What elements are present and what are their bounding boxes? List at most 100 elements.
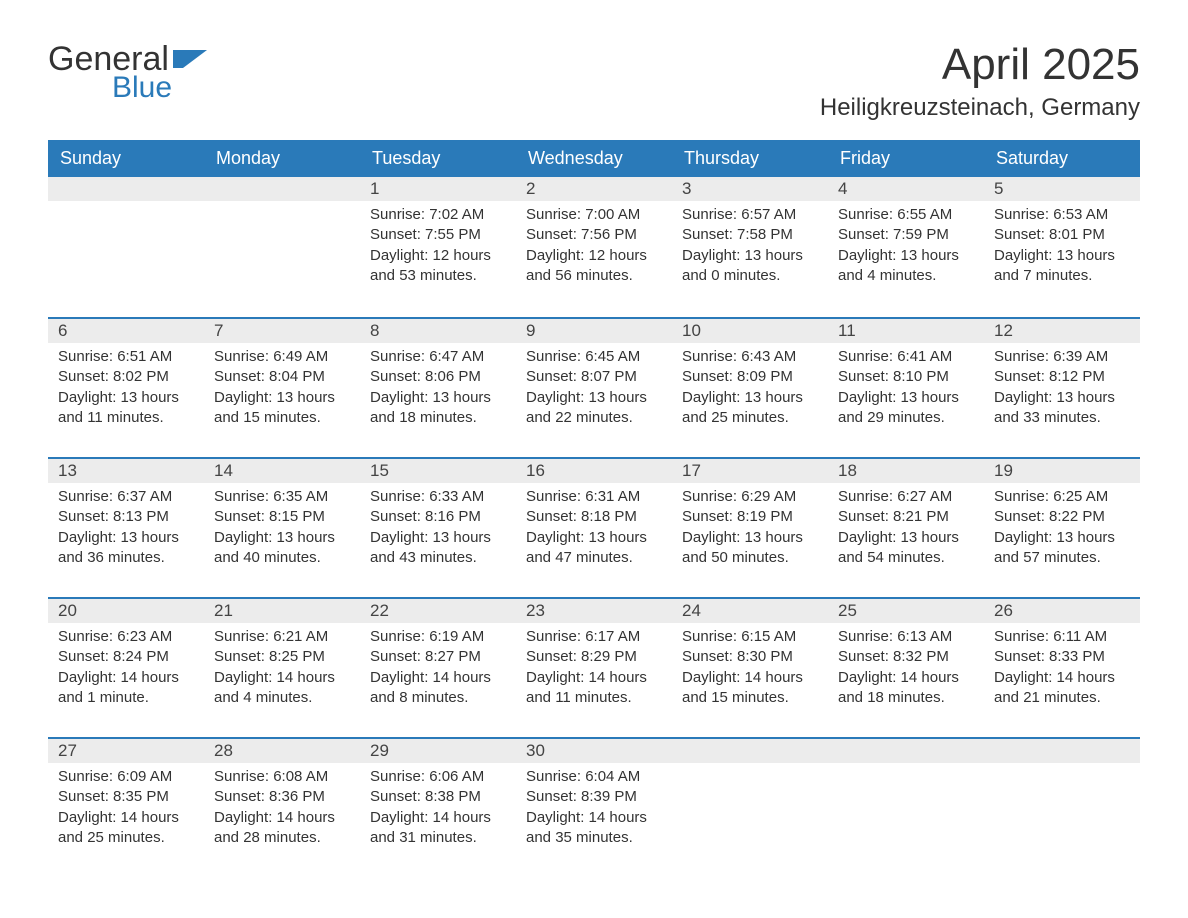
cell-body: Sunrise: 6:21 AMSunset: 8:25 PMDaylight:… [204, 623, 360, 718]
week-row: 20Sunrise: 6:23 AMSunset: 8:24 PMDayligh… [48, 597, 1140, 737]
cell-line: Sunset: 8:32 PM [838, 647, 974, 667]
cell-body: Sunrise: 6:17 AMSunset: 8:29 PMDaylight:… [516, 623, 672, 718]
calendar-cell: 10Sunrise: 6:43 AMSunset: 8:09 PMDayligh… [672, 319, 828, 457]
cell-line: and 50 minutes. [682, 548, 818, 568]
day-number [204, 177, 360, 201]
cell-line: Daylight: 14 hours [370, 668, 506, 688]
calendar-cell: 17Sunrise: 6:29 AMSunset: 8:19 PMDayligh… [672, 459, 828, 597]
calendar: Sunday Monday Tuesday Wednesday Thursday… [48, 140, 1140, 877]
cell-line: Daylight: 12 hours [526, 246, 662, 266]
calendar-cell: 15Sunrise: 6:33 AMSunset: 8:16 PMDayligh… [360, 459, 516, 597]
cell-line: Daylight: 13 hours [994, 246, 1130, 266]
cell-line: Sunset: 8:36 PM [214, 787, 350, 807]
flag-icon [173, 46, 207, 73]
calendar-cell [48, 177, 204, 317]
cell-line: Daylight: 13 hours [370, 528, 506, 548]
cell-line: Sunset: 7:55 PM [370, 225, 506, 245]
cell-line: Sunset: 8:01 PM [994, 225, 1130, 245]
cell-line: and 15 minutes. [682, 688, 818, 708]
cell-line: Sunset: 8:06 PM [370, 367, 506, 387]
day-number: 13 [48, 459, 204, 483]
cell-line: Sunset: 8:25 PM [214, 647, 350, 667]
day-header-row: Sunday Monday Tuesday Wednesday Thursday… [48, 140, 1140, 177]
day-header: Friday [828, 140, 984, 177]
cell-body [204, 201, 360, 215]
cell-line: Sunset: 8:30 PM [682, 647, 818, 667]
cell-body: Sunrise: 6:43 AMSunset: 8:09 PMDaylight:… [672, 343, 828, 438]
calendar-cell: 20Sunrise: 6:23 AMSunset: 8:24 PMDayligh… [48, 599, 204, 737]
cell-body [48, 201, 204, 215]
day-number: 22 [360, 599, 516, 623]
cell-line: Daylight: 14 hours [682, 668, 818, 688]
calendar-cell: 29Sunrise: 6:06 AMSunset: 8:38 PMDayligh… [360, 739, 516, 877]
cell-line: Daylight: 14 hours [58, 668, 194, 688]
day-header: Sunday [48, 140, 204, 177]
cell-line: Sunset: 8:33 PM [994, 647, 1130, 667]
cell-body [672, 763, 828, 777]
cell-body: Sunrise: 6:47 AMSunset: 8:06 PMDaylight:… [360, 343, 516, 438]
cell-line: Sunset: 8:18 PM [526, 507, 662, 527]
cell-line: and 22 minutes. [526, 408, 662, 428]
cell-line: Daylight: 14 hours [370, 808, 506, 828]
cell-body: Sunrise: 6:15 AMSunset: 8:30 PMDaylight:… [672, 623, 828, 718]
cell-line: Daylight: 14 hours [58, 808, 194, 828]
calendar-cell: 28Sunrise: 6:08 AMSunset: 8:36 PMDayligh… [204, 739, 360, 877]
cell-line: Daylight: 13 hours [838, 246, 974, 266]
day-number: 7 [204, 319, 360, 343]
cell-body: Sunrise: 6:35 AMSunset: 8:15 PMDaylight:… [204, 483, 360, 578]
cell-body: Sunrise: 6:25 AMSunset: 8:22 PMDaylight:… [984, 483, 1140, 578]
cell-line: Daylight: 13 hours [682, 388, 818, 408]
cell-line: Sunrise: 6:08 AM [214, 767, 350, 787]
cell-line: Daylight: 13 hours [526, 388, 662, 408]
calendar-cell: 16Sunrise: 6:31 AMSunset: 8:18 PMDayligh… [516, 459, 672, 597]
cell-line: and 15 minutes. [214, 408, 350, 428]
cell-body: Sunrise: 6:57 AMSunset: 7:58 PMDaylight:… [672, 201, 828, 296]
day-number: 23 [516, 599, 672, 623]
cell-line: Daylight: 13 hours [58, 388, 194, 408]
day-number: 20 [48, 599, 204, 623]
day-number: 1 [360, 177, 516, 201]
calendar-cell [984, 739, 1140, 877]
cell-line: Sunrise: 6:39 AM [994, 347, 1130, 367]
cell-line: Sunset: 8:12 PM [994, 367, 1130, 387]
cell-line: Daylight: 13 hours [526, 528, 662, 548]
cell-line: and 47 minutes. [526, 548, 662, 568]
calendar-cell: 21Sunrise: 6:21 AMSunset: 8:25 PMDayligh… [204, 599, 360, 737]
cell-line: and 18 minutes. [370, 408, 506, 428]
day-number [48, 177, 204, 201]
cell-line: Sunset: 8:29 PM [526, 647, 662, 667]
cell-line: Sunrise: 6:47 AM [370, 347, 506, 367]
cell-line: Daylight: 13 hours [682, 246, 818, 266]
cell-line: Daylight: 13 hours [214, 388, 350, 408]
calendar-cell: 12Sunrise: 6:39 AMSunset: 8:12 PMDayligh… [984, 319, 1140, 457]
cell-line: Daylight: 14 hours [214, 668, 350, 688]
day-number: 16 [516, 459, 672, 483]
day-header: Thursday [672, 140, 828, 177]
day-number: 10 [672, 319, 828, 343]
cell-line: Sunrise: 6:43 AM [682, 347, 818, 367]
location-label: Heiligkreuzsteinach, Germany [820, 94, 1140, 122]
cell-line: Daylight: 13 hours [682, 528, 818, 548]
cell-body [828, 763, 984, 777]
cell-line: Sunrise: 6:25 AM [994, 487, 1130, 507]
cell-line: Sunset: 8:22 PM [994, 507, 1130, 527]
cell-body: Sunrise: 6:37 AMSunset: 8:13 PMDaylight:… [48, 483, 204, 578]
cell-line: and 28 minutes. [214, 828, 350, 848]
cell-line: Sunset: 7:59 PM [838, 225, 974, 245]
day-number: 21 [204, 599, 360, 623]
cell-body: Sunrise: 6:39 AMSunset: 8:12 PMDaylight:… [984, 343, 1140, 438]
day-header: Tuesday [360, 140, 516, 177]
cell-line: and 36 minutes. [58, 548, 194, 568]
cell-body: Sunrise: 7:02 AMSunset: 7:55 PMDaylight:… [360, 201, 516, 296]
day-number: 4 [828, 177, 984, 201]
cell-line: Daylight: 14 hours [526, 808, 662, 828]
calendar-cell: 2Sunrise: 7:00 AMSunset: 7:56 PMDaylight… [516, 177, 672, 317]
cell-line: and 29 minutes. [838, 408, 974, 428]
calendar-cell: 4Sunrise: 6:55 AMSunset: 7:59 PMDaylight… [828, 177, 984, 317]
day-number [828, 739, 984, 763]
day-header: Monday [204, 140, 360, 177]
day-header: Wednesday [516, 140, 672, 177]
cell-line: and 1 minute. [58, 688, 194, 708]
cell-line: Daylight: 14 hours [526, 668, 662, 688]
cell-line: and 11 minutes. [526, 688, 662, 708]
